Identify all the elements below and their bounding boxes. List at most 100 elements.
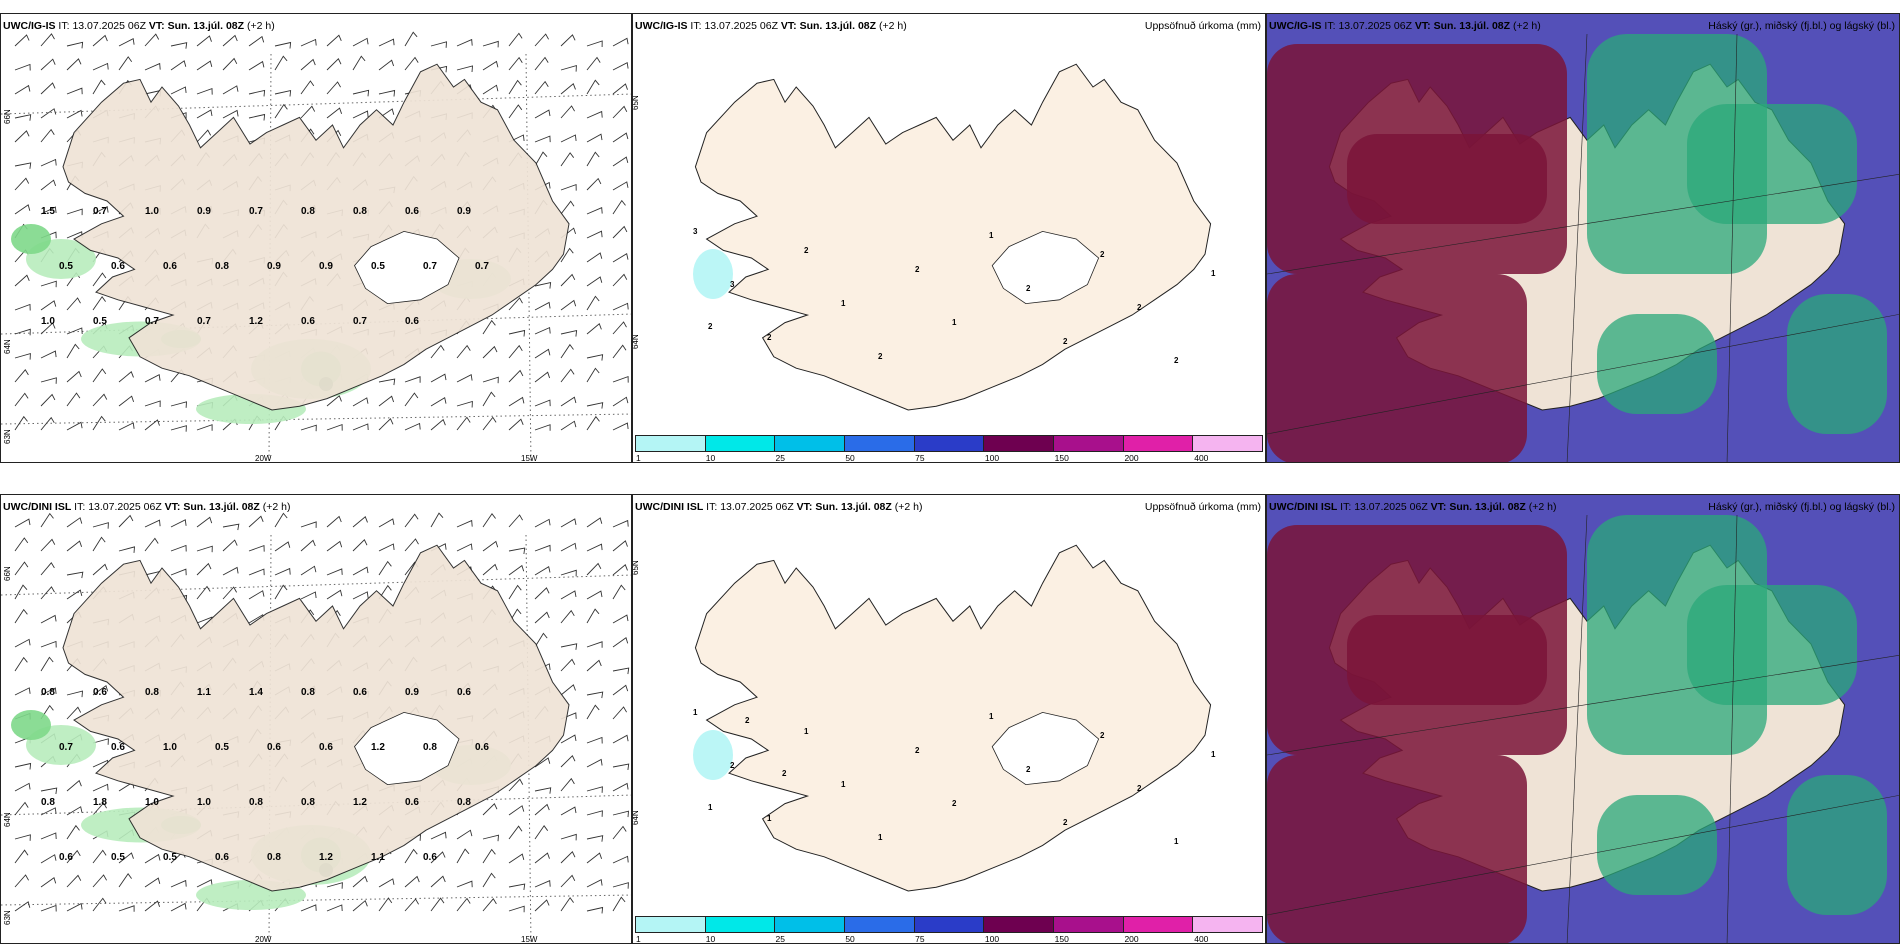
accum-value-label: 2 — [1026, 765, 1031, 774]
wind-barb — [92, 296, 106, 311]
wind-barb — [430, 851, 446, 864]
wind-barb — [586, 810, 603, 817]
accum-area — [693, 730, 733, 780]
high-cloud-area — [1347, 134, 1547, 224]
colorbar-segment — [914, 917, 985, 932]
precip-value-label: 0.6 — [93, 687, 107, 698]
lon-label-20w: 20W — [255, 454, 272, 463]
wind-barb — [170, 568, 187, 576]
wind-barb — [196, 35, 212, 47]
colorbar-ticks: 1 10 25 50 75 100 150 200 400 — [635, 934, 1263, 944]
wind-barb — [378, 59, 395, 71]
wind-barb — [482, 513, 496, 528]
wind-barb — [404, 376, 421, 383]
wind-barb — [612, 105, 628, 119]
wind-barb — [612, 540, 628, 552]
vt-value: Sun. 13.júl. 08Z — [799, 20, 877, 32]
precip-value-label: 0.5 — [59, 261, 73, 272]
wind-barb — [352, 397, 369, 407]
wind-barb — [14, 782, 31, 792]
wind-barb — [586, 641, 603, 648]
accum-value-label: 1 — [804, 727, 809, 736]
wind-barb — [66, 517, 83, 528]
wind-barb — [586, 230, 603, 239]
wind-barb — [222, 57, 238, 71]
wind-barb — [326, 423, 343, 431]
lat-label-65n: 65N — [632, 560, 640, 575]
accum-value-label: 1 — [767, 814, 772, 823]
wind-barb — [66, 208, 83, 216]
glacier-area — [991, 230, 1100, 305]
precip-value-label: 0.6 — [111, 742, 125, 753]
it-label: IT: — [74, 501, 86, 513]
wind-barb — [352, 875, 368, 888]
wind-barb — [560, 518, 577, 528]
vt-label: VT: — [148, 20, 165, 32]
precip-value-label: 0.6 — [405, 797, 419, 808]
accum-value-label: 1 — [1211, 269, 1216, 278]
wind-barb — [482, 376, 499, 384]
wind-barb — [586, 323, 602, 335]
lon-label-15w: 15W — [521, 454, 538, 463]
wind-barb — [170, 879, 187, 888]
cloud-cover-panel-row2: UWC/DINI ISL IT: 13.07.2025 06Z VT: Sun.… — [1266, 494, 1900, 944]
wind-barb — [586, 354, 604, 361]
wind-barb — [508, 418, 524, 431]
precip-colorbar — [635, 916, 1263, 933]
colorbar-tick-label: 200 — [1124, 453, 1139, 463]
wind-barb — [456, 829, 473, 840]
wind-barb — [14, 369, 29, 383]
wind-barb — [456, 374, 473, 383]
colorbar-segment — [705, 917, 776, 932]
wind-barb — [534, 282, 552, 289]
mid-cloud-area — [1787, 294, 1887, 434]
colorbar-tick-label: 200 — [1124, 934, 1139, 944]
wind-barb — [40, 656, 54, 672]
wind-barb — [534, 587, 550, 600]
wind-barb — [586, 835, 604, 842]
high-cloud-field — [1267, 44, 1567, 462]
wind-barb — [586, 758, 603, 768]
wind-barb — [92, 415, 106, 431]
wind-barb — [14, 801, 29, 816]
iceland-land — [62, 544, 570, 892]
wind-barb — [534, 371, 551, 383]
wind-barb — [40, 82, 56, 95]
wind-barb — [222, 586, 237, 600]
mid-cloud-area — [1787, 775, 1887, 915]
wind-barb — [586, 295, 600, 311]
precip-value-label: 1.0 — [145, 206, 159, 217]
wind-barb — [40, 562, 55, 576]
accum-value-label: 1 — [693, 708, 698, 717]
wind-barb — [534, 33, 549, 47]
wind-barb — [508, 297, 523, 311]
wind-barb — [274, 55, 288, 71]
wind-barb — [326, 882, 343, 889]
precip-value-label: 1.2 — [249, 316, 263, 327]
colorbar-segment — [1054, 917, 1124, 932]
wind-barb — [508, 547, 526, 555]
wind-precip-panel-row1: 1.5 0.7 1.0 0.9 0.7 0.8 0.8 0.6 0.9 0.5 0.6 0.6 0.8 0… — [0, 13, 632, 463]
precip-value-label: 0.6 — [163, 261, 177, 272]
colorbar-segment — [845, 917, 915, 932]
precip-value-label: 0.8 — [249, 797, 263, 808]
wind-barb — [352, 516, 368, 528]
wind-barb — [560, 134, 577, 143]
wind-barb — [40, 33, 55, 47]
wind-barb — [66, 690, 84, 698]
wind-barb — [612, 519, 629, 528]
panel-title: Háský (gr.), miðský (fj.bl.) og lágský (… — [1708, 20, 1895, 32]
wind-barb — [560, 542, 577, 552]
wind-barb — [40, 687, 57, 696]
precip-value-label: 0.9 — [197, 206, 211, 217]
accum-value-label: 1 — [841, 299, 846, 308]
precip-value-label: 0.7 — [423, 261, 437, 272]
wind-barb — [534, 348, 551, 359]
wind-barb — [352, 423, 369, 431]
wind-barb — [40, 787, 58, 795]
high-cloud-area — [1267, 274, 1527, 462]
wind-barb — [456, 38, 473, 47]
wind-barb — [92, 874, 107, 888]
wind-barb — [560, 590, 577, 600]
wind-barb — [66, 540, 83, 552]
